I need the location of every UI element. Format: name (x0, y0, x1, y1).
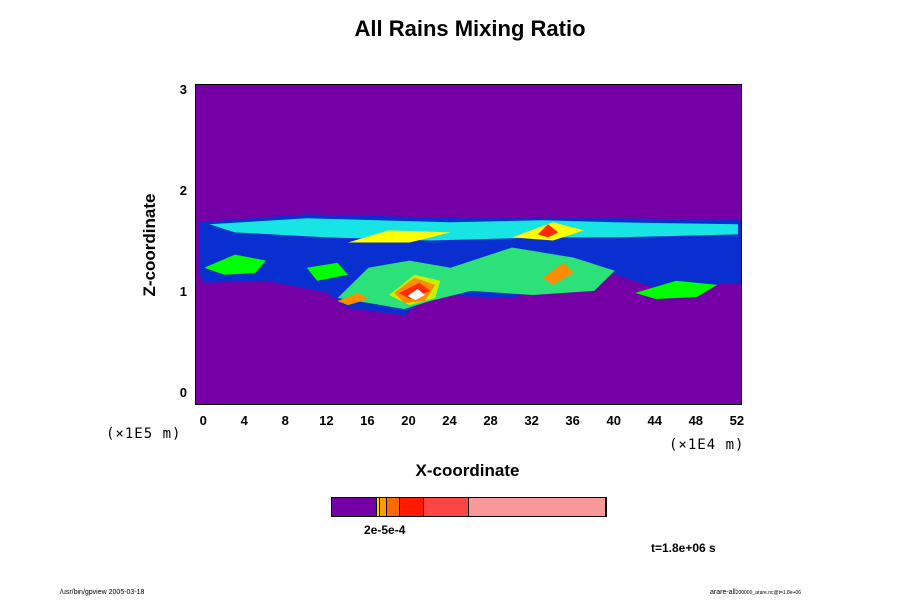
x-axis-unit: (×1E4 m) (669, 437, 745, 453)
x-tick-label-6: 24 (442, 413, 457, 428)
contour-region-5 (635, 280, 718, 299)
contour-region-12 (537, 224, 559, 238)
colorbar-segment-3 (386, 498, 401, 516)
x-tick-label-0: 0 (199, 413, 207, 428)
x-tick-label-2: 8 (281, 413, 289, 428)
y-tick-label-3: 3 (179, 82, 187, 98)
contour-region-4 (306, 262, 348, 281)
x-tick-label-3: 12 (319, 413, 334, 428)
contour-region-8 (347, 230, 451, 243)
colorbar-segment-2 (379, 498, 387, 516)
y-axis-unit: (×1E5 m) (106, 426, 182, 442)
contour-region-1 (209, 218, 738, 241)
x-tick-label-9: 36 (565, 413, 580, 428)
contour-region-11 (542, 262, 574, 285)
footer-right-sub: 200000_arare.nc@t=1.8e+06 (735, 590, 802, 596)
x-tick-label-8: 32 (524, 413, 539, 428)
x-tick-label-1: 4 (240, 413, 248, 428)
y-tick-label-2: 2 (179, 183, 187, 198)
x-tick-label-5: 20 (401, 413, 416, 428)
colorbar-segment-4 (400, 498, 424, 516)
x-tick-label-12: 48 (688, 413, 704, 428)
heatmap-contours (199, 214, 741, 316)
colorbar (331, 497, 607, 517)
contour-region-3 (204, 254, 266, 275)
colorbar-segment-5 (423, 498, 469, 516)
y-axis-label: Z-coordinate (140, 193, 159, 297)
y-tick-label-0: 0 (179, 384, 187, 400)
colorbar-segment-0 (332, 498, 378, 516)
contour-region-14 (407, 288, 425, 300)
time-label: t=1.8e+06 s (651, 541, 716, 555)
colorbar-segment-6 (468, 498, 606, 516)
y-tick-label-1: 1 (179, 283, 187, 299)
footer-right-main: arare-all (710, 589, 736, 596)
footer-left: /usr/bin/gpview 2005-03-18 (60, 589, 145, 596)
x-tick-label-7: 28 (483, 413, 498, 428)
x-tick-label-4: 16 (360, 413, 375, 428)
x-axis-label: X-coordinate (415, 461, 520, 480)
contour-region-13 (399, 282, 430, 299)
colorbar-segment-1 (377, 498, 380, 516)
x-tick-label-13: 52 (729, 413, 745, 428)
colorbar-label: 2e-5e-4 (364, 523, 406, 537)
footer-right: arare-all200000_arare.nc@t=1.8e+06 (710, 589, 801, 596)
x-tick-label-10: 40 (606, 413, 621, 428)
chart-title: All Rains Mixing Ratio (354, 16, 586, 41)
plot-area (195, 84, 742, 405)
x-tick-label-11: 44 (647, 413, 662, 428)
contour-region-10 (337, 292, 369, 306)
